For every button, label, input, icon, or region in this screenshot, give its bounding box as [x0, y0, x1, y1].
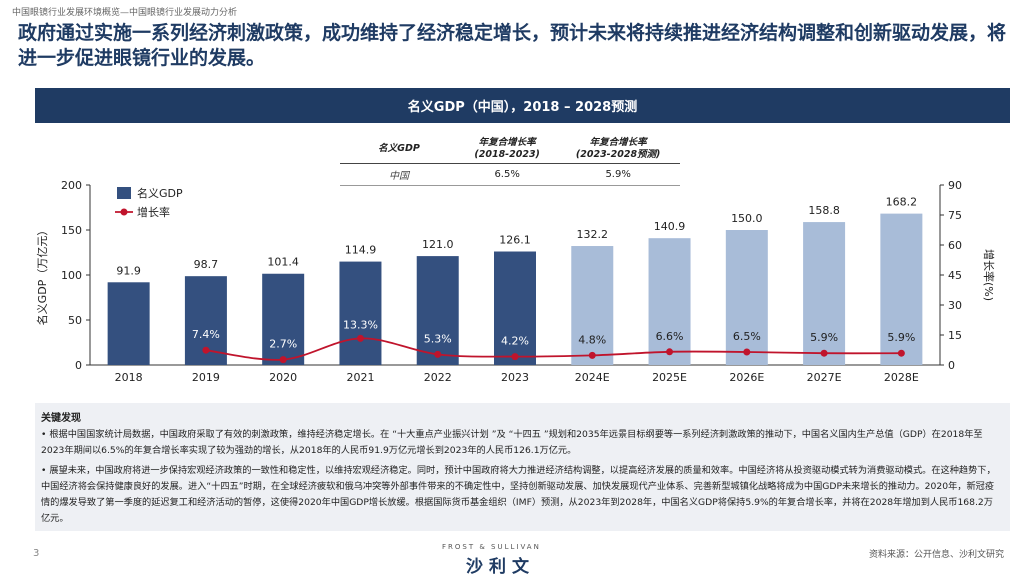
cagr-row-label: 中国 — [340, 163, 458, 186]
cagr-table: 名义GDP 年复合增长率 (2018-2023) 年复合增长率 (2023-20… — [340, 135, 680, 186]
legend-bar-swatch — [117, 187, 131, 199]
growth-rate-label: 13.3% — [343, 318, 378, 331]
cagr-value-2018-2023: 6.5% — [458, 163, 557, 186]
growth-rate-label: 5.9% — [810, 331, 838, 344]
bar-value-label: 158.8 — [808, 204, 840, 217]
bar-value-label: 132.2 — [577, 228, 609, 241]
chart-banner-title: 名义GDP（中国），2018 – 2028预测 — [35, 88, 1010, 123]
breadcrumb: 中国眼镜行业发展环境概览—中国眼镜行业发展动力分析 — [12, 8, 238, 18]
growth-rate-label: 5.9% — [887, 331, 915, 344]
growth-point-2028E — [897, 349, 905, 357]
growth-rate-label: 7.4% — [192, 328, 220, 341]
growth-point-2025E — [666, 348, 674, 356]
x-tick-label: 2023 — [501, 371, 529, 384]
legend-line-marker — [120, 208, 128, 216]
y2-tick-label: 60 — [948, 239, 962, 252]
growth-rate-line — [205, 337, 902, 361]
legend-rate-label: 增长率 — [137, 205, 170, 219]
growth-rate-label: 6.5% — [733, 330, 761, 343]
bar-2025E — [648, 238, 691, 365]
growth-point-2026E — [743, 348, 751, 356]
bar-value-label: 114.9 — [345, 244, 377, 257]
finding-bullet-2: • 展望未来，中国政府将进一步保持宏观经济政策的一致性和稳定性，以维持宏观经济稳… — [41, 465, 996, 524]
y2-tick-label: 30 — [948, 299, 962, 312]
bar-value-label: 150.0 — [731, 212, 763, 225]
x-tick-label: 2025E — [652, 371, 687, 384]
x-tick-label: 2027E — [807, 371, 842, 384]
growth-point-2024E — [588, 351, 596, 359]
sullivan-logo-cn: 沙利文 — [466, 557, 535, 577]
bar-value-label: 98.7 — [194, 258, 219, 271]
x-tick-label: 2022 — [424, 371, 452, 384]
x-tick-label: 2024E — [575, 371, 610, 384]
bar-value-label: 126.1 — [499, 234, 531, 247]
key-findings-panel: 关键发现 • 根据中国国家统计局数据，中国政府采取了有效的刺激政策，维持经济稳定… — [35, 403, 1010, 531]
growth-point-2022 — [434, 350, 442, 358]
growth-rate-label: 2.7% — [269, 338, 297, 351]
frost-sullivan-logo-text: FROST & SULLIVAN — [442, 543, 541, 551]
bar-2021 — [339, 261, 382, 365]
y-tick-label: 200 — [61, 179, 82, 192]
source-note: 资料来源：公开信息、沙利文研究 — [868, 550, 1004, 560]
growth-rate-label: 4.2% — [501, 335, 529, 348]
growth-point-2021 — [356, 334, 364, 342]
bar-2028E — [880, 213, 923, 365]
x-tick-label: 2021 — [346, 371, 374, 384]
x-tick-label: 2019 — [192, 371, 220, 384]
bar-2023 — [494, 251, 536, 365]
legend-gdp-label: 名义GDP — [137, 186, 183, 200]
cagr-header-label: 名义GDP — [340, 135, 458, 164]
y2-axis-label: 增长率(%) — [982, 249, 996, 301]
growth-point-2019 — [202, 346, 210, 354]
cagr-col1-header: 年复合增长率 (2018-2023) — [458, 135, 557, 164]
x-tick-label: 2020 — [269, 371, 297, 384]
bar-value-label: 140.9 — [654, 220, 686, 233]
growth-point-2027E — [820, 349, 828, 357]
y2-tick-label: 0 — [948, 359, 955, 372]
y2-tick-label: 90 — [948, 179, 962, 192]
bar-value-label: 168.2 — [886, 196, 918, 209]
bar-2020 — [262, 273, 305, 365]
bar-value-label: 91.9 — [116, 264, 141, 277]
finding-bullet-1: • 根据中国国家统计局数据，中国政府采取了有效的刺激政策，维持经济稳定增长。在 … — [41, 429, 983, 456]
x-tick-label: 2026E — [729, 371, 764, 384]
x-tick-label: 2028E — [884, 371, 919, 384]
bar-2024E — [571, 246, 614, 365]
y-tick-label: 50 — [68, 314, 82, 327]
growth-rate-label: 4.8% — [578, 333, 606, 346]
page-headline: 政府通过实施一系列经济刺激政策，成功维持了经济稳定增长，预计未来将持续推进经济结… — [18, 22, 1007, 69]
bar-value-label: 121.0 — [422, 238, 454, 251]
y-tick-label: 0 — [75, 359, 82, 372]
y-tick-label: 100 — [61, 269, 82, 282]
bar-2018 — [107, 282, 150, 365]
growth-point-2020 — [279, 356, 287, 364]
bar-2022 — [416, 256, 459, 365]
growth-rate-label: 6.6% — [656, 330, 684, 343]
cagr-col2-header: 年复合增长率 (2023-2028预测) — [556, 135, 680, 164]
y-tick-label: 150 — [61, 224, 82, 237]
y2-tick-label: 15 — [948, 329, 962, 342]
growth-point-2023 — [511, 353, 519, 361]
y-axis-label: 名义GDP（万亿元） — [35, 225, 49, 326]
bar-2027E — [803, 222, 846, 365]
bar-2026E — [725, 230, 768, 365]
cagr-value-2023-2028: 5.9% — [556, 163, 680, 186]
y2-tick-label: 75 — [948, 209, 962, 222]
x-tick-label: 2018 — [115, 371, 143, 384]
gdp-chart: 0 50 100 150 200 0 15 30 45 60 75 90 名义GDP（万亿元） 增长率(%… — [35, 179, 996, 384]
bar-value-label: 101.4 — [267, 256, 299, 269]
page-number: 3 — [33, 548, 40, 559]
key-findings-title: 关键发现 — [41, 413, 81, 424]
growth-rate-label: 5.3% — [424, 332, 452, 345]
y2-tick-label: 45 — [948, 269, 962, 282]
